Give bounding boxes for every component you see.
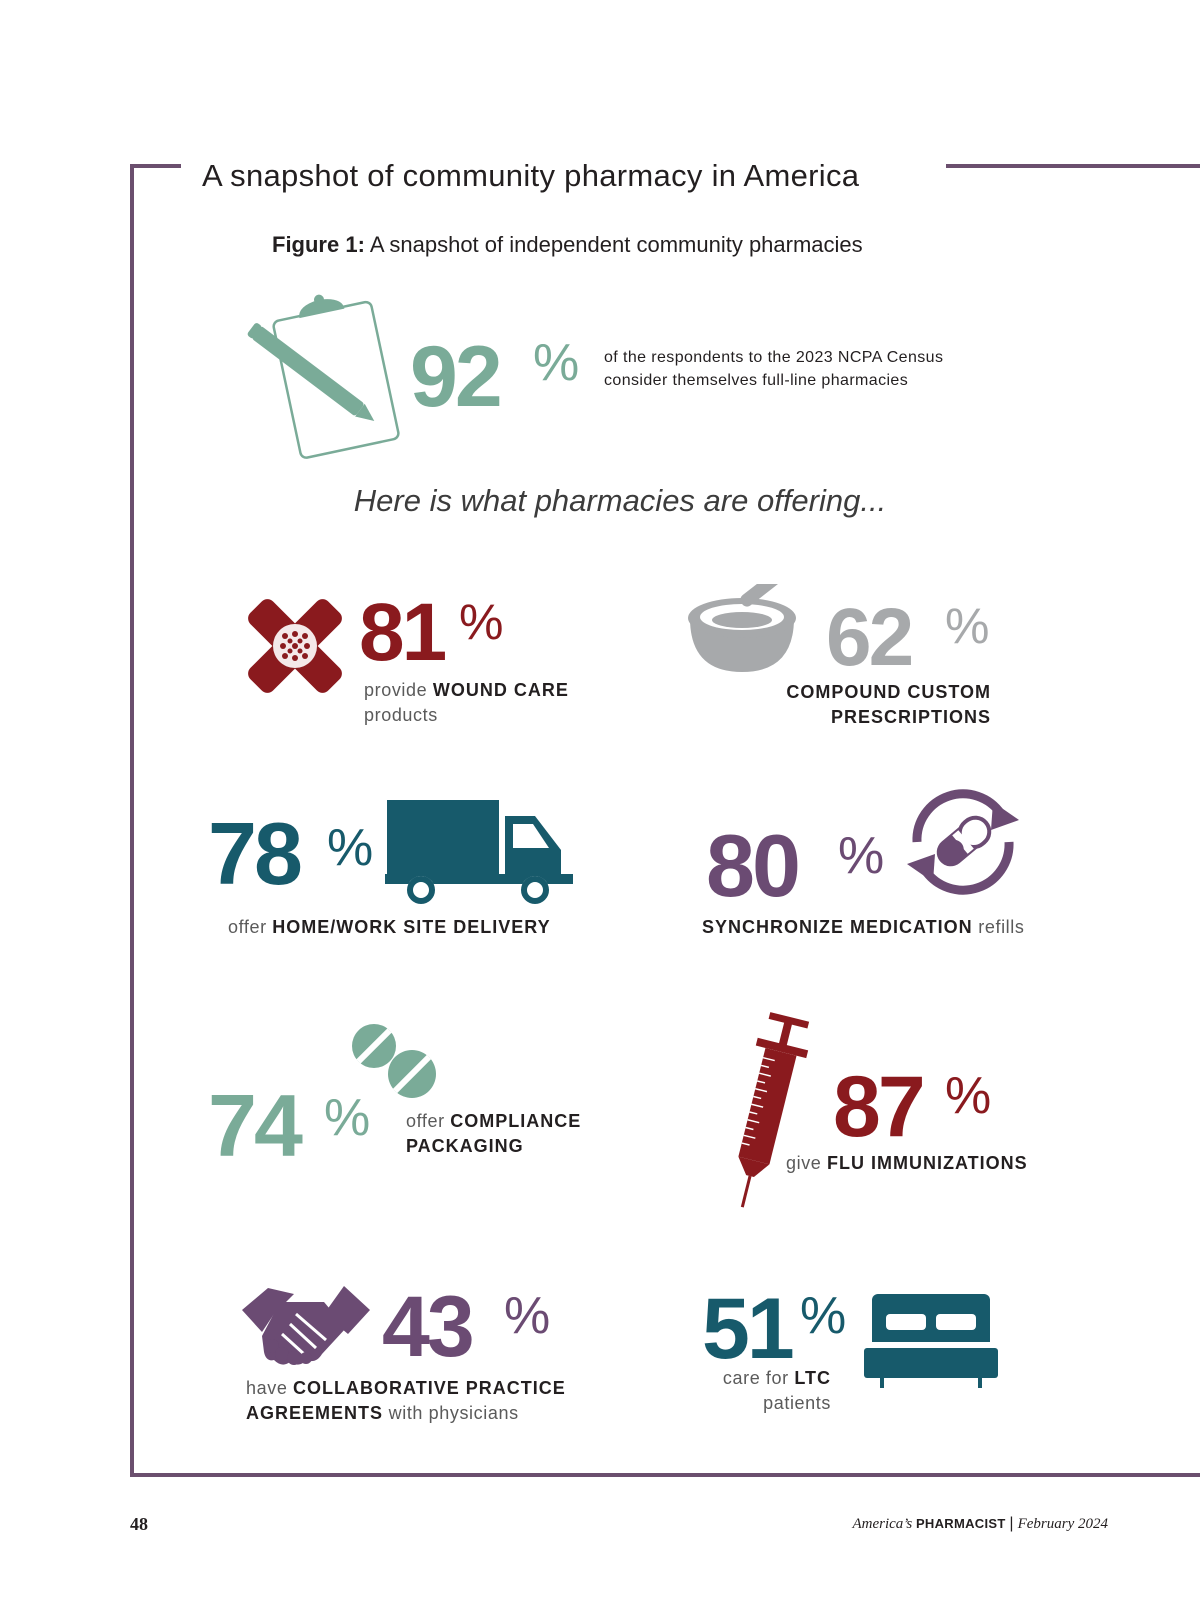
headline-percent-sign: % (533, 334, 580, 392)
pill-refresh-icon (907, 789, 1019, 895)
headline-line-1: of the respondents to the 2023 NCPA Cens… (604, 349, 944, 366)
frame-top-border-left (130, 164, 181, 168)
magazine-footer: America’s PHARMACIST | February 2024 (852, 1515, 1108, 1533)
wound-care-bold: WOUND CARE (432, 680, 569, 700)
delivery-percent-sign: % (327, 819, 374, 877)
delivery-caption: offer HOME/WORK SITE DELIVERY (228, 915, 551, 940)
med-sync-value: 80 (706, 816, 801, 915)
flu-percent-sign: % (945, 1067, 992, 1125)
compliance-bold-1: COMPLIANCE (450, 1111, 582, 1131)
ltc-percent-sign: % (800, 1287, 847, 1345)
compound-percent-sign: % (945, 598, 990, 654)
cpa-bold-1: COLLABORATIVE PRACTICE (293, 1378, 566, 1398)
compliance-value: 74 (208, 1076, 303, 1175)
compound-bold-1: COMPOUND CUSTOM (786, 682, 991, 702)
magazine-name-bold: PHARMACIST (915, 1516, 1006, 1531)
figure-title: A snapshot of independent community phar… (369, 232, 863, 257)
syringe-icon (738, 1012, 810, 1208)
wound-care-value: 81 (359, 587, 447, 678)
delivery-value: 78 (208, 804, 303, 903)
clipboard-pencil-icon (247, 294, 400, 459)
flu-value: 87 (833, 1059, 926, 1155)
ltc-value: 51 (702, 1281, 795, 1377)
ltc-pre: care for (722, 1368, 795, 1388)
delivery-pre: offer (228, 917, 273, 937)
offering-heading: Here is what pharmacies are offering... (353, 483, 887, 518)
compound-caption: COMPOUND CUSTOM PRESCRIPTIONS (786, 680, 991, 730)
cpa-caption: have COLLABORATIVE PRACTICE AGREEMENTS w… (246, 1376, 566, 1426)
frame-top-border-right (946, 164, 1200, 168)
truck-icon (385, 800, 573, 904)
compliance-pre: offer (406, 1111, 451, 1131)
page-number: 48 (130, 1514, 148, 1534)
handshake-icon (242, 1286, 370, 1365)
wound-care-post: products (364, 705, 438, 725)
ltc-post: patients (763, 1393, 831, 1413)
headline-description: of the respondents to the 2023 NCPA Cens… (604, 346, 943, 392)
flu-bold: FLU IMMUNIZATIONS (827, 1153, 1028, 1173)
wound-care-percent-sign: % (459, 594, 504, 650)
wound-care-pre: provide (364, 680, 433, 700)
compliance-bold-2: PACKAGING (406, 1136, 524, 1156)
compliance-percent-sign: % (324, 1089, 371, 1147)
ltc-caption: care for LTC patients (723, 1366, 831, 1416)
bandage-icon (248, 599, 342, 693)
cpa-post: with physicians (383, 1403, 519, 1423)
headline-line-2: consider themselves full-line pharmacies (604, 372, 909, 389)
magazine-name-italic: America’s (852, 1516, 913, 1532)
figure-label: Figure 1: (272, 232, 365, 257)
frame-bottom-border (130, 1473, 1200, 1477)
issue-date: February 2024 (1017, 1516, 1108, 1532)
cpa-percent-sign: % (504, 1287, 551, 1345)
wound-care-caption: provide WOUND CARE products (364, 678, 569, 728)
delivery-bold: HOME/WORK SITE DELIVERY (272, 917, 551, 937)
compound-value: 62 (826, 592, 914, 683)
flu-caption: give FLU IMMUNIZATIONS (786, 1151, 1028, 1176)
figure-caption: Figure 1: A snapshot of independent comm… (272, 232, 863, 258)
bed-icon (864, 1294, 998, 1388)
headline-percent-value: 92 (410, 329, 503, 425)
med-sync-caption: SYNCHRONIZE MEDICATION refills (702, 915, 1024, 940)
med-sync-bold: SYNCHRONIZE MEDICATION (702, 917, 973, 937)
compound-bold-2: PRESCRIPTIONS (830, 707, 991, 727)
compliance-caption: offer COMPLIANCE PACKAGING (406, 1109, 581, 1159)
footer-separator: | (1009, 1515, 1014, 1532)
med-sync-percent-sign: % (838, 827, 885, 885)
frame-left-border (130, 164, 134, 1477)
ltc-bold: LTC (794, 1368, 831, 1388)
box-title: A snapshot of community pharmacy in Amer… (202, 158, 860, 193)
med-sync-post: refills (972, 917, 1025, 937)
mortar-pestle-icon (688, 584, 796, 672)
flu-pre: give (786, 1153, 828, 1173)
cpa-pre: have (246, 1378, 294, 1398)
cpa-value: 43 (382, 1279, 475, 1375)
cpa-bold-2: AGREEMENTS (246, 1403, 384, 1423)
tablets-icon (352, 1024, 436, 1098)
